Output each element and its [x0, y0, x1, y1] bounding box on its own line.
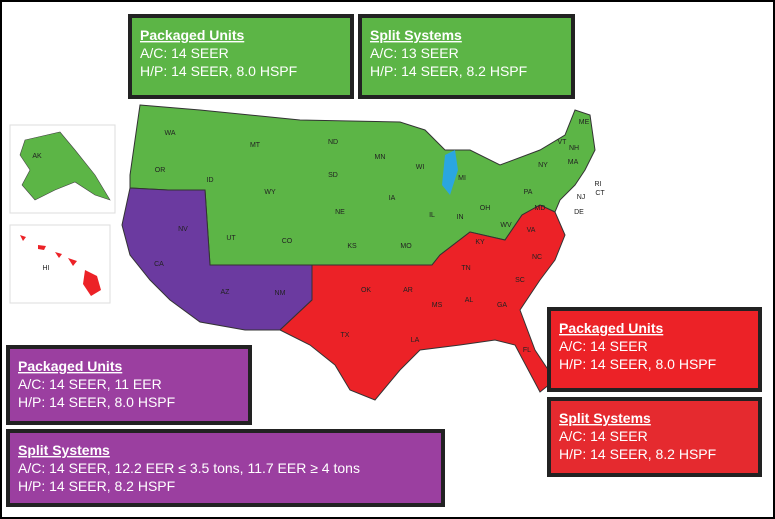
box-line: H/P: 14 SEER, 8.0 HSPF	[18, 394, 175, 410]
state-label: DE	[574, 209, 584, 216]
state-label: CO	[282, 238, 293, 245]
state-label: WA	[164, 130, 175, 137]
box-bg	[6, 345, 252, 425]
state-label: NE	[335, 209, 345, 216]
state-label: NV	[178, 226, 188, 233]
box-line: H/P: 14 SEER, 8.2 HSPF	[18, 478, 175, 494]
state-label: IA	[389, 195, 396, 202]
box-title: Split Systems	[559, 410, 651, 426]
state-label: IN	[457, 214, 464, 221]
state-labels: WA OR ID MT WY ND SD NE MN IA WI MI IL IN OH PA NY ME VTNH…	[32, 119, 605, 354]
state-label: MN	[375, 154, 386, 161]
state-label: NC	[532, 254, 542, 261]
state-label: ID	[207, 177, 214, 184]
box-title: Packaged Units	[18, 358, 122, 374]
box-line: H/P: 14 SEER, 8.2 HSPF	[370, 63, 527, 79]
state-label: WV	[500, 222, 512, 229]
box-line: A/C: 14 SEER	[559, 338, 648, 354]
state-label: AZ	[221, 289, 231, 296]
box-title: Split Systems	[18, 442, 110, 458]
state-label: IL	[429, 212, 435, 219]
state-label: UT	[226, 235, 236, 242]
box-line: H/P: 14 SEER, 8.0 HSPF	[559, 356, 716, 372]
state-label: MS	[432, 302, 443, 309]
state-label: OH	[480, 205, 491, 212]
standard-box: Packaged Units A/C: 14 SEER H/P: 14 SEER, …	[128, 14, 354, 99]
state-label: WI	[416, 164, 425, 171]
standard-box: Split Systems A/C: 14 SEER, 12.2 EER ≤ 3.…	[6, 429, 445, 507]
state-label: NY	[538, 162, 548, 169]
box-bg	[6, 429, 445, 507]
state-label: MD	[535, 205, 546, 212]
box-line: A/C: 14 SEER, 11 EER	[18, 376, 162, 392]
box-title: Packaged Units	[559, 320, 663, 336]
box-line: A/C: 14 SEER	[559, 428, 648, 444]
state-label: TN	[461, 265, 470, 272]
box-line: H/P: 14 SEER, 8.0 HSPF	[140, 63, 297, 79]
state-label: NH	[569, 145, 579, 152]
state-label: SD	[328, 172, 338, 179]
standard-box: Split Systems A/C: 14 SEER H/P: 14 SEER, 8…	[547, 397, 762, 477]
state-label: AK	[32, 153, 42, 160]
state-label: CA	[154, 261, 164, 268]
box-line: A/C: 14 SEER	[140, 45, 229, 61]
state-label: OR	[155, 167, 166, 174]
lake-michigan	[442, 150, 458, 195]
state-label: MA	[568, 159, 579, 166]
box-title: Packaged Units	[140, 27, 244, 43]
state-label: VA	[527, 227, 536, 234]
state-label: NJ	[577, 194, 586, 201]
state-label: KY	[475, 239, 485, 246]
box-bg	[128, 14, 354, 99]
state-label: MT	[250, 142, 261, 149]
box-bg	[547, 397, 762, 477]
standard-box: Split Systems A/C: 13 SEER H/P: 14 SEER, …	[358, 14, 575, 99]
state-label: SC	[515, 277, 525, 284]
state-label: MI	[458, 175, 466, 182]
box-line: H/P: 14 SEER, 8.2 HSPF	[559, 446, 716, 462]
state-label: HI	[43, 265, 50, 272]
state-label: ND	[328, 139, 338, 146]
us-map	[9, 104, 596, 401]
state-label: KS	[347, 243, 357, 250]
state-label: FL	[523, 347, 531, 354]
state-label: AR	[403, 287, 413, 294]
box-bg	[547, 307, 762, 392]
box-title: Split Systems	[370, 27, 462, 43]
box-bg	[358, 14, 575, 99]
standard-box: Packaged Units A/C: 14 SEER H/P: 14 SEER, …	[547, 307, 762, 392]
state-label: LA	[411, 337, 420, 344]
state-label: CT	[595, 190, 605, 197]
state-label: PA	[524, 189, 533, 196]
state-label: VT	[558, 139, 568, 146]
standard-boxes: Packaged Units A/C: 14 SEER H/P: 14 SEER, …	[6, 14, 762, 507]
box-line: A/C: 14 SEER, 12.2 EER ≤ 3.5 tons, 11.7 …	[18, 460, 360, 476]
state-label: NM	[275, 290, 286, 297]
state-label: OK	[361, 287, 371, 294]
standard-box: Packaged Units A/C: 14 SEER, 11 EER H/P: 1…	[6, 345, 252, 425]
box-line: A/C: 13 SEER	[370, 45, 459, 61]
state-label: MO	[400, 243, 412, 250]
state-label: AL	[465, 297, 474, 304]
state-label: RI	[595, 181, 602, 188]
hawaii	[20, 235, 101, 296]
state-label: WY	[264, 189, 276, 196]
state-label: TX	[341, 332, 350, 339]
alaska	[19, 131, 111, 201]
state-label: ME	[579, 119, 590, 126]
state-label: GA	[497, 302, 507, 309]
